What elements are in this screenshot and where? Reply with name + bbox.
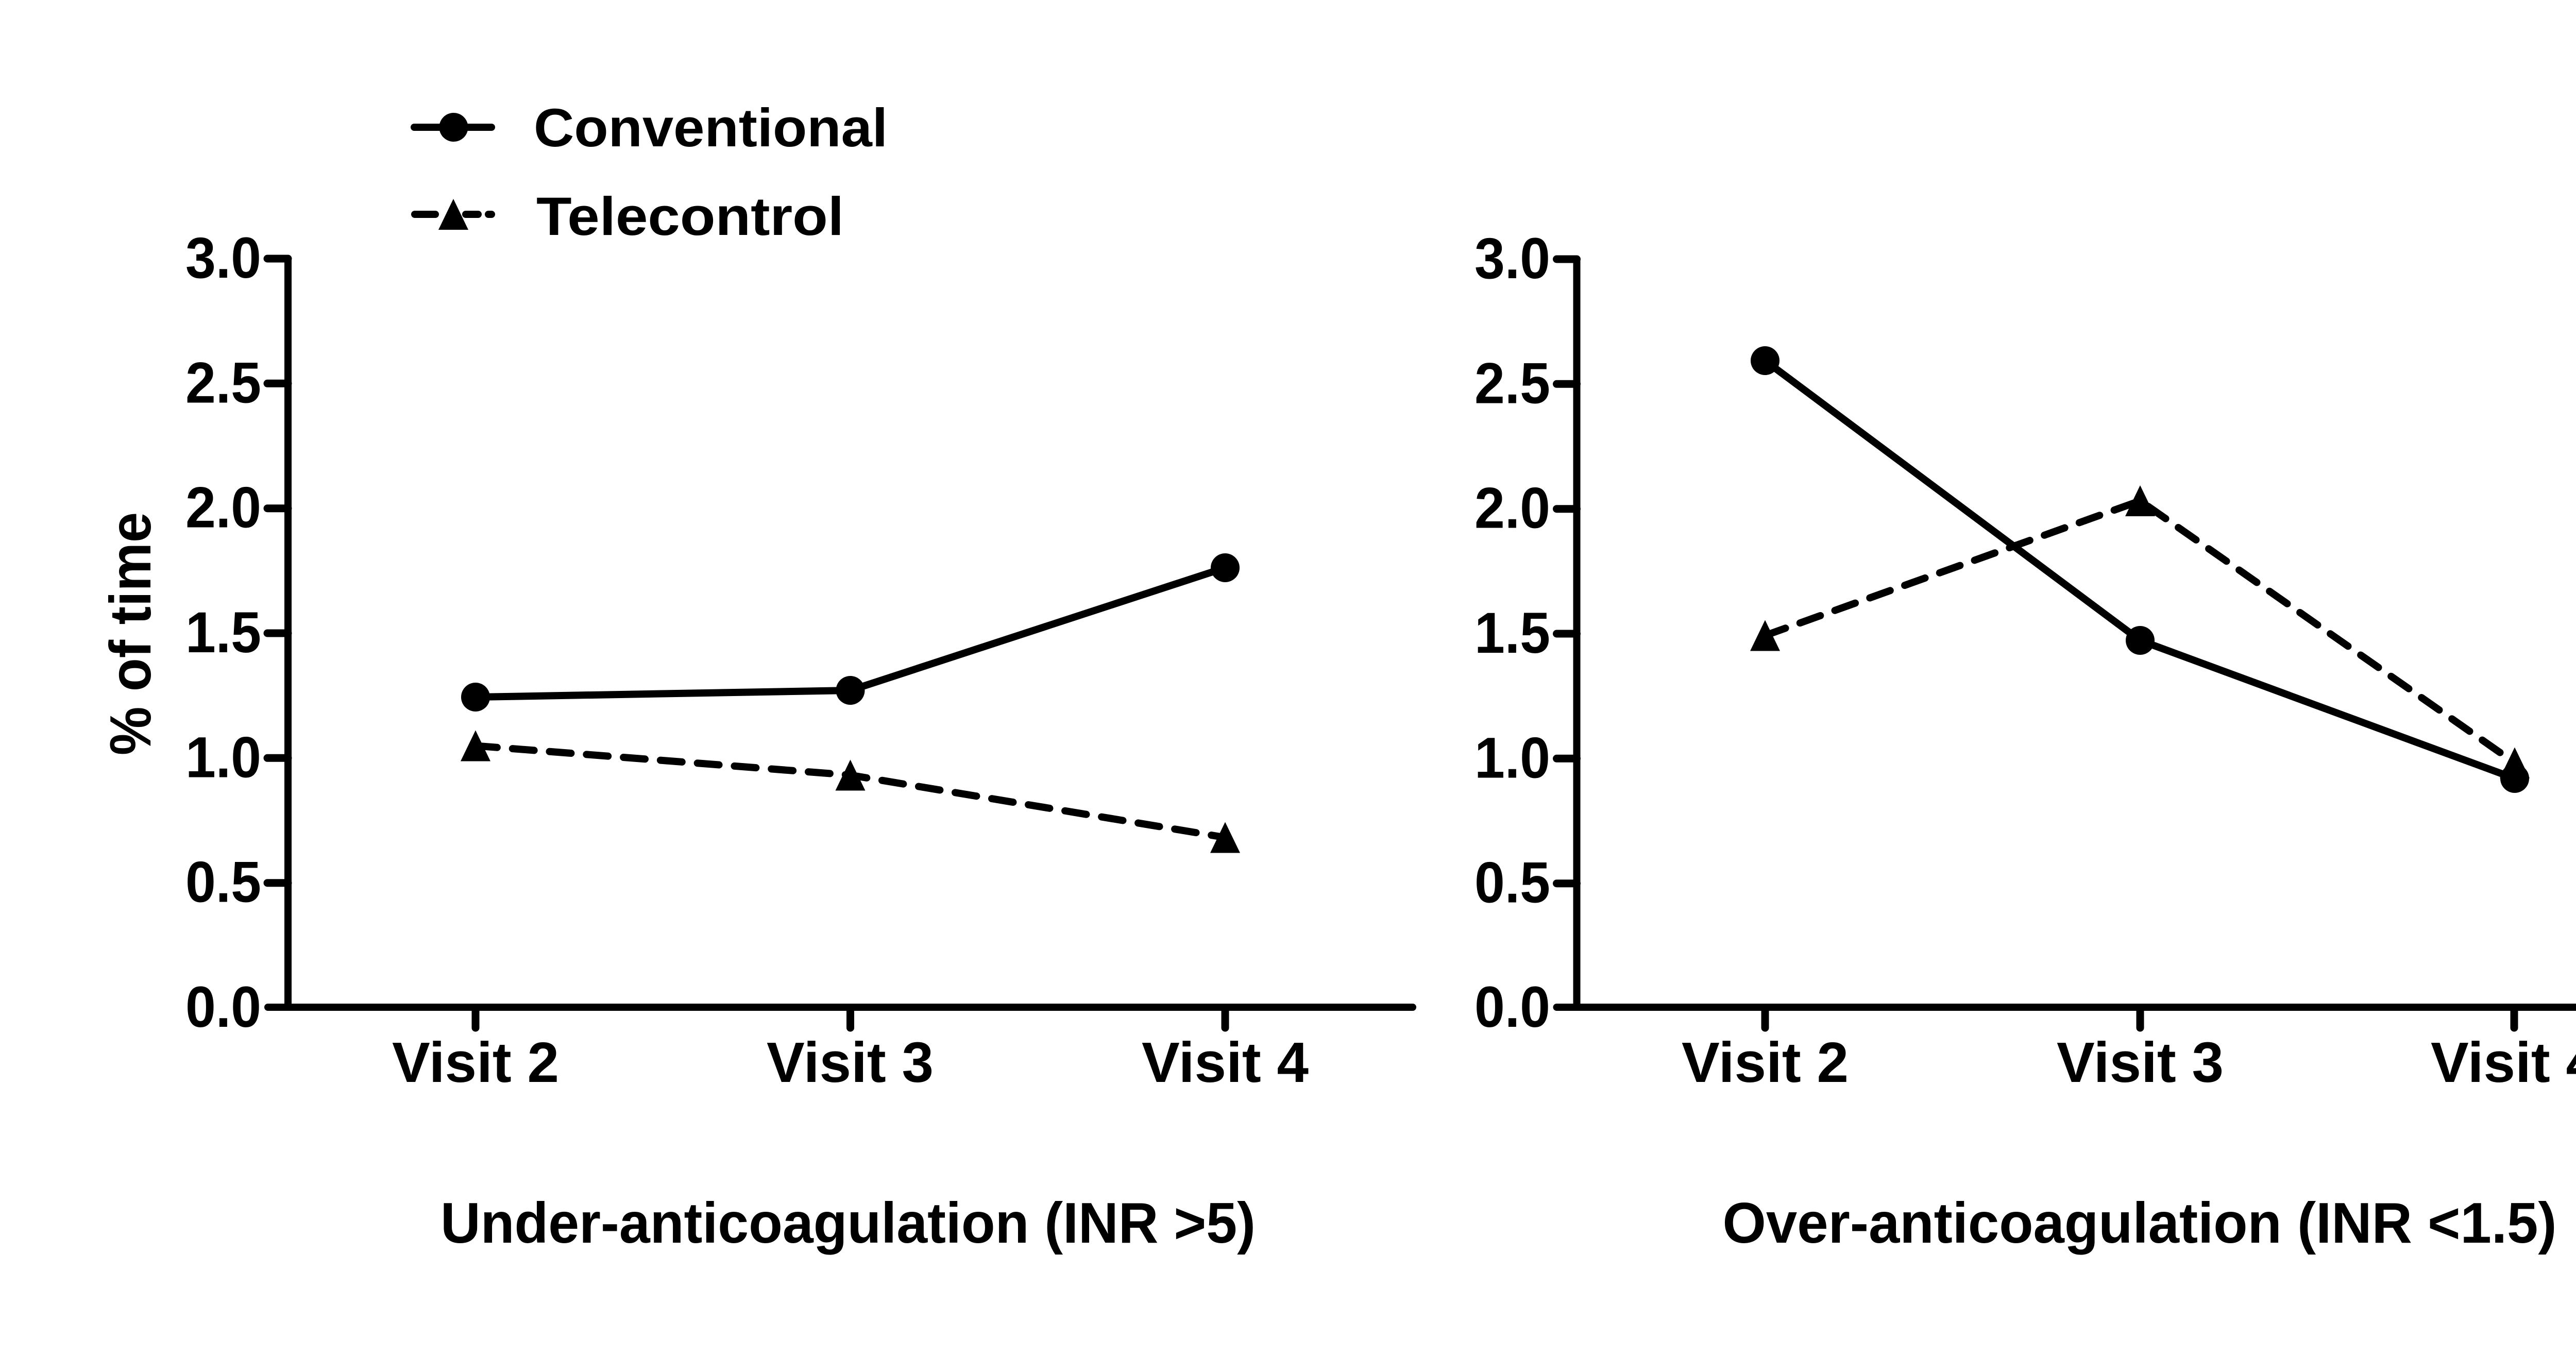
svg-text:Over-anticoagulation (INR <1.5: Over-anticoagulation (INR <1.5) [1723,1191,2557,1255]
svg-text:2.5: 2.5 [1475,351,1550,415]
svg-text:Visit 4: Visit 4 [1142,1031,1309,1094]
svg-text:Visit 2: Visit 2 [392,1031,559,1094]
svg-text:Visit 3: Visit 3 [767,1031,934,1094]
svg-text:0.0: 0.0 [1475,975,1550,1039]
svg-text:0.5: 0.5 [1475,851,1550,915]
svg-text:2.0: 2.0 [1475,476,1550,540]
svg-text:1.5: 1.5 [1475,601,1550,665]
svg-text:3.0: 3.0 [1475,226,1550,291]
svg-text:% of time: % of time [98,512,163,755]
svg-text:Visit 4: Visit 4 [2431,1031,2576,1094]
svg-text:1.5: 1.5 [185,600,261,665]
svg-text:1.0: 1.0 [185,725,261,789]
svg-text:1.0: 1.0 [1475,725,1550,790]
svg-text:0.5: 0.5 [185,850,261,914]
svg-text:Telecontrol: Telecontrol [536,187,844,247]
svg-text:2.0: 2.0 [185,476,261,540]
svg-text:Visit 2: Visit 2 [1682,1031,1849,1094]
svg-text:0.0: 0.0 [185,975,261,1039]
svg-text:Under-anticoagulation (INR >5): Under-anticoagulation (INR >5) [440,1191,1256,1255]
svg-text:3.0: 3.0 [185,226,261,290]
svg-text:Visit 3: Visit 3 [2057,1031,2224,1094]
svg-text:Conventional: Conventional [534,98,888,158]
svg-text:2.5: 2.5 [185,350,261,415]
